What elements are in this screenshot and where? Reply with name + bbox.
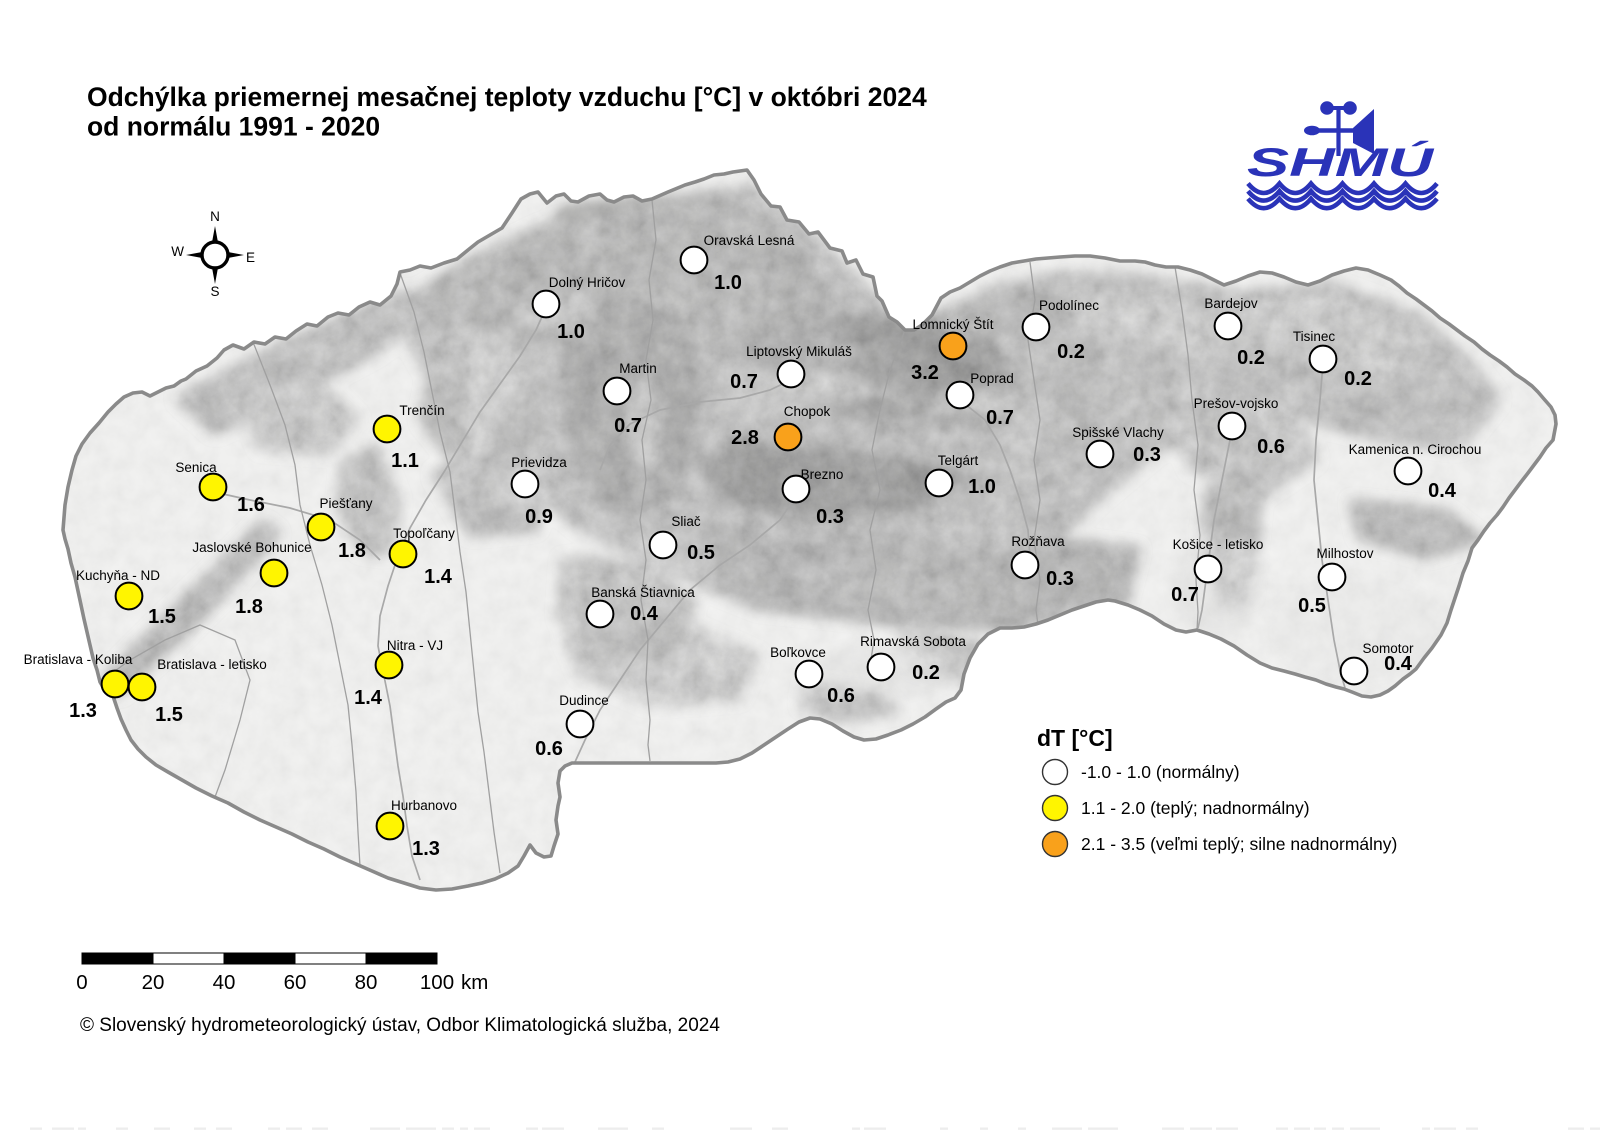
svg-text:0.3: 0.3 xyxy=(1046,568,1074,590)
svg-text:Rožňava: Rožňava xyxy=(1011,534,1065,549)
svg-text:2.1 - 3.5 (veľmi teplý; silne: 2.1 - 3.5 (veľmi teplý; silne nadnormáln… xyxy=(1081,834,1397,854)
svg-text:1.8: 1.8 xyxy=(235,596,263,618)
svg-text:Topoľčany: Topoľčany xyxy=(393,526,455,541)
svg-text:1.1 - 2.0 (teplý; nadnormálny): 1.1 - 2.0 (teplý; nadnormálny) xyxy=(1081,798,1310,818)
svg-text:0.6: 0.6 xyxy=(1257,436,1285,458)
svg-text:Sliač: Sliač xyxy=(671,514,701,529)
svg-text:Odchýlka priemernej mesačnej t: Odchýlka priemernej mesačnej teploty vzd… xyxy=(87,82,927,112)
svg-text:Bratislava - Koliba: Bratislava - Koliba xyxy=(24,652,133,667)
svg-text:Prešov-vojsko: Prešov-vojsko xyxy=(1194,396,1279,411)
svg-text:0.4: 0.4 xyxy=(1384,653,1413,675)
svg-text:-1.0 - 1.0 (normálny): -1.0 - 1.0 (normálny) xyxy=(1081,762,1240,782)
svg-text:Spišské Vlachy: Spišské Vlachy xyxy=(1072,425,1164,440)
svg-text:3.2: 3.2 xyxy=(911,362,939,384)
svg-text:Banská Štiavnica: Banská Štiavnica xyxy=(591,585,695,600)
svg-text:Nitra - VJ: Nitra - VJ xyxy=(387,638,443,653)
svg-text:Prievidza: Prievidza xyxy=(511,455,567,470)
svg-text:N: N xyxy=(210,209,220,224)
svg-text:Dolný Hričov: Dolný Hričov xyxy=(549,275,626,290)
svg-text:Košice - letisko: Košice - letisko xyxy=(1173,537,1264,552)
svg-text:Dudince: Dudince xyxy=(559,693,609,708)
svg-text:1.4: 1.4 xyxy=(424,566,453,588)
svg-text:Bardejov: Bardejov xyxy=(1204,296,1258,311)
svg-text:dT [°C]: dT [°C] xyxy=(1037,725,1113,751)
svg-text:Bratislava - letisko: Bratislava - letisko xyxy=(157,657,267,672)
svg-text:Chopok: Chopok xyxy=(784,404,831,419)
svg-text:20: 20 xyxy=(142,971,165,994)
svg-text:40: 40 xyxy=(213,971,236,994)
svg-text:W: W xyxy=(171,244,184,259)
svg-text:1.0: 1.0 xyxy=(557,321,585,343)
svg-text:0.4: 0.4 xyxy=(630,603,659,625)
svg-text:Senica: Senica xyxy=(175,460,217,475)
svg-text:km: km xyxy=(461,971,488,994)
svg-text:Brezno: Brezno xyxy=(801,467,844,482)
svg-text:Kuchyňa - ND: Kuchyňa - ND xyxy=(76,568,160,583)
svg-text:Piešťany: Piešťany xyxy=(319,496,372,511)
svg-text:Trenčín: Trenčín xyxy=(399,403,444,418)
svg-text:1.4: 1.4 xyxy=(354,687,383,709)
svg-text:Somotor: Somotor xyxy=(1362,641,1414,656)
svg-text:0.6: 0.6 xyxy=(535,738,563,760)
svg-text:Kamenica n. Cirochou: Kamenica n. Cirochou xyxy=(1349,442,1482,457)
svg-text:0.3: 0.3 xyxy=(816,506,844,528)
svg-text:2.8: 2.8 xyxy=(731,427,759,449)
svg-text:1.3: 1.3 xyxy=(69,700,97,722)
svg-text:Oravská Lesná: Oravská Lesná xyxy=(704,233,795,248)
svg-text:1.0: 1.0 xyxy=(968,476,996,498)
svg-text:0.5: 0.5 xyxy=(1298,595,1326,617)
svg-text:Tisinec: Tisinec xyxy=(1293,329,1336,344)
svg-text:Podolínec: Podolínec xyxy=(1039,298,1099,313)
svg-text:100: 100 xyxy=(420,971,454,994)
svg-text:0.2: 0.2 xyxy=(1237,347,1265,369)
svg-text:Hurbanovo: Hurbanovo xyxy=(391,798,457,813)
svg-text:© Slovenský hydrometeorologick: © Slovenský hydrometeorologický ústav, O… xyxy=(80,1015,720,1036)
svg-text:0.2: 0.2 xyxy=(1057,341,1085,363)
svg-text:S: S xyxy=(210,284,219,299)
svg-text:Boľkovce: Boľkovce xyxy=(770,645,826,660)
svg-text:Martin: Martin xyxy=(619,361,657,376)
svg-text:Liptovský Mikuláš: Liptovský Mikuláš xyxy=(746,344,852,359)
svg-text:0.7: 0.7 xyxy=(614,415,642,437)
svg-text:SHMÚ: SHMÚ xyxy=(1247,140,1435,185)
svg-text:1.0: 1.0 xyxy=(714,272,742,294)
svg-text:Poprad: Poprad xyxy=(970,371,1014,386)
svg-text:0.4: 0.4 xyxy=(1428,480,1457,502)
svg-text:80: 80 xyxy=(355,971,378,994)
svg-text:0.7: 0.7 xyxy=(730,371,758,393)
svg-text:0: 0 xyxy=(76,971,87,994)
svg-text:E: E xyxy=(246,250,255,265)
svg-text:0.3: 0.3 xyxy=(1133,444,1161,466)
svg-text:od normálu 1991 - 2020: od normálu 1991 - 2020 xyxy=(87,112,380,142)
svg-text:Rimavská Sobota: Rimavská Sobota xyxy=(860,634,966,649)
svg-text:1.5: 1.5 xyxy=(155,704,183,726)
svg-text:1.3: 1.3 xyxy=(412,838,440,860)
svg-text:Lomnický Štít: Lomnický Štít xyxy=(912,317,993,332)
svg-text:0.7: 0.7 xyxy=(986,407,1014,429)
svg-text:0.2: 0.2 xyxy=(912,662,940,684)
svg-text:Milhostov: Milhostov xyxy=(1316,546,1373,561)
svg-text:1.5: 1.5 xyxy=(148,606,176,628)
svg-text:0.9: 0.9 xyxy=(525,506,553,528)
svg-text:Telgárt: Telgárt xyxy=(938,453,979,468)
svg-text:1.8: 1.8 xyxy=(338,540,366,562)
svg-text:1.6: 1.6 xyxy=(237,494,265,516)
svg-text:60: 60 xyxy=(284,971,307,994)
svg-text:1.1: 1.1 xyxy=(391,450,419,472)
svg-text:0.6: 0.6 xyxy=(827,685,855,707)
svg-text:Jaslovské Bohunice: Jaslovské Bohunice xyxy=(192,540,311,555)
svg-text:0.5: 0.5 xyxy=(687,542,715,564)
svg-text:0.7: 0.7 xyxy=(1171,584,1199,606)
svg-text:0.2: 0.2 xyxy=(1344,368,1372,390)
